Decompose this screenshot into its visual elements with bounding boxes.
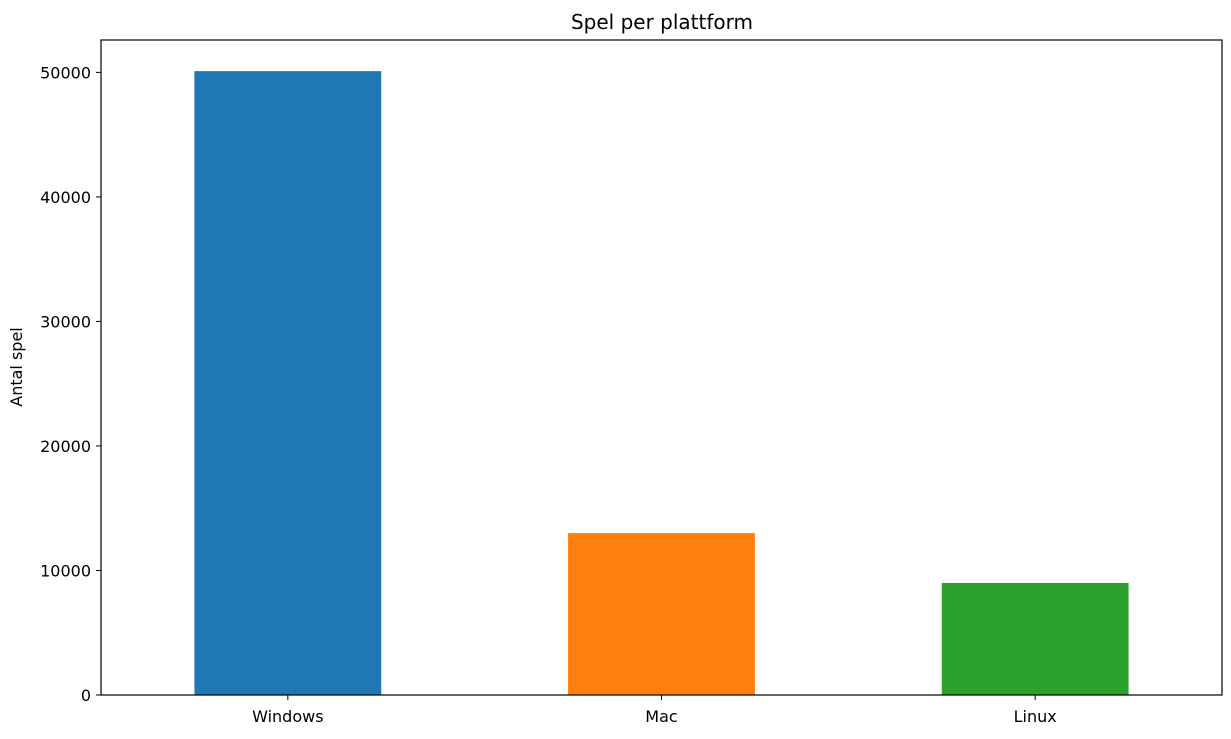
x-tick-label-windows: Windows <box>252 707 323 726</box>
x-axis-ticks: Windows Mac Linux <box>252 695 1057 726</box>
y-tick-label-0: 0 <box>81 686 91 705</box>
y-tick-label-50000: 50000 <box>40 63 91 82</box>
chart-title: Spel per plattform <box>571 10 753 34</box>
y-axis-title: Antal spel <box>7 327 26 406</box>
y-tick-label-40000: 40000 <box>40 188 91 207</box>
x-tick-label-linux: Linux <box>1014 707 1057 726</box>
bar-windows <box>194 71 382 696</box>
y-tick-label-10000: 10000 <box>40 561 91 580</box>
bar-mac <box>568 533 755 695</box>
bars-layer <box>194 71 1129 696</box>
y-tick-label-20000: 20000 <box>40 437 91 456</box>
plot-frame <box>100 39 1223 696</box>
x-tick-label-mac: Mac <box>645 707 677 726</box>
bar-linux <box>941 582 1129 695</box>
y-axis-ticks: 0 10000 20000 30000 40000 50000 <box>40 63 101 705</box>
y-tick-label-30000: 30000 <box>40 312 91 331</box>
